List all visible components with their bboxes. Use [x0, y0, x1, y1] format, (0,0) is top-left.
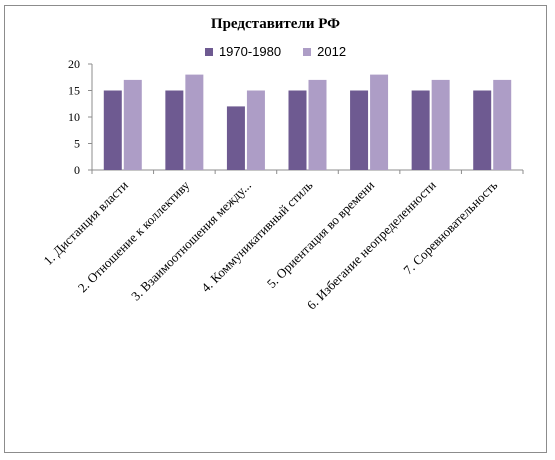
chart-title: Представители РФ [210, 16, 341, 32]
x-category-label: 5. Ориентация во времени [264, 177, 377, 290]
legend: 1970-1980 2012 [5, 44, 546, 59]
y-tick-label: 0 [74, 163, 80, 177]
bar-series-1 [288, 90, 307, 170]
bar-series-1 [411, 90, 430, 170]
legend-item-series-2: 2012 [303, 44, 346, 59]
x-category-label: 3. Взаимоотношения между... [128, 178, 254, 304]
bar-series-1 [103, 90, 122, 170]
bar-series-2 [308, 79, 327, 170]
y-tick-label: 10 [68, 110, 80, 124]
bar-series-2 [493, 79, 512, 170]
bar-series-1 [226, 106, 245, 170]
bar-series-1 [165, 90, 184, 170]
bar-series-1 [473, 90, 492, 170]
bar-series-2 [431, 79, 450, 170]
x-category-label: 4. Коммуникативный стиль [198, 177, 316, 295]
y-tick-label: 5 [74, 137, 80, 151]
legend-item-series-1: 1970-1980 [204, 44, 282, 59]
bar-series-2 [246, 90, 265, 170]
x-category-label: 2. Отношение к коллективу [75, 177, 193, 295]
bar-series-2 [123, 79, 142, 170]
y-tick-label: 20 [68, 57, 80, 71]
legend-label-series-2: 2012 [317, 44, 347, 59]
x-category-label: 6. Избегание неопределенности [304, 177, 439, 312]
y-tick-label: 15 [68, 84, 80, 98]
bar-series-2 [185, 74, 204, 170]
bar-series-2 [370, 74, 389, 170]
chart-frame: Представители РФ 1970-1980 2012 0 5 10 15 20… [4, 5, 547, 453]
legend-swatch-series-1 [204, 47, 213, 56]
legend-label-series-1: 1970-1980 [218, 44, 282, 59]
bar-series-1 [350, 90, 369, 170]
legend-swatch-series-2 [303, 47, 312, 56]
